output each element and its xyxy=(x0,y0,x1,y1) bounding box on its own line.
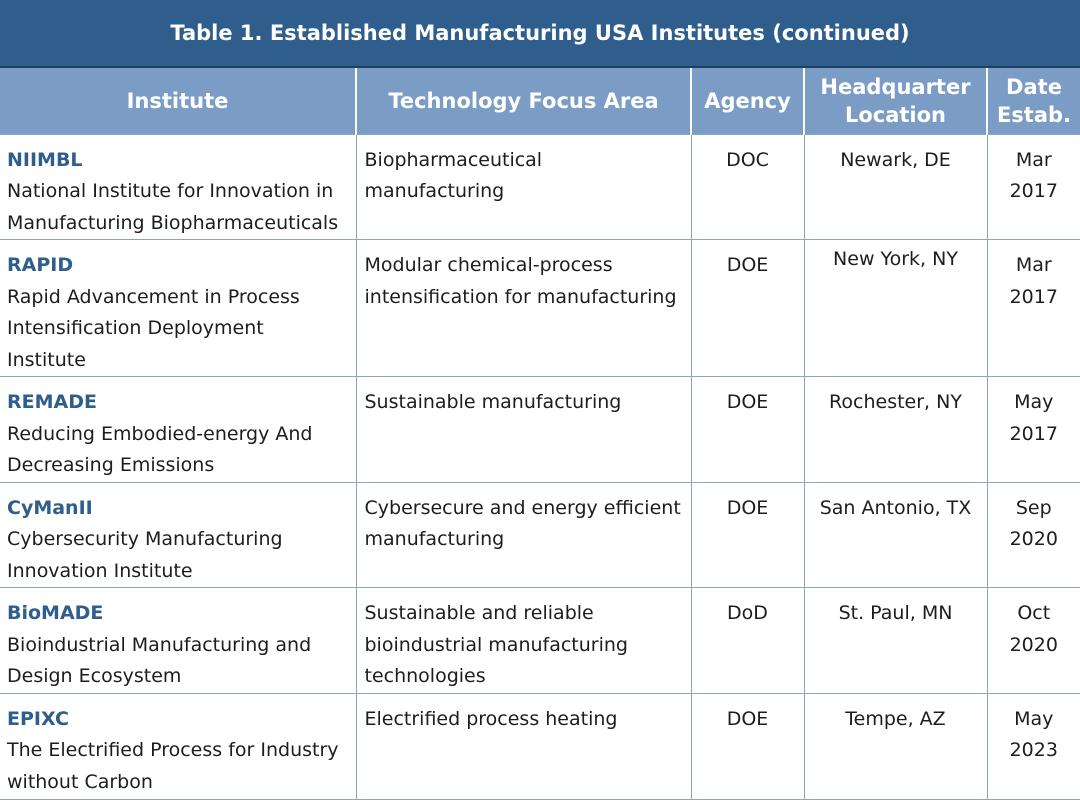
header-row: Institute Technology Focus Area Agency H… xyxy=(0,68,1080,134)
header-agency: Agency xyxy=(690,68,804,134)
table-row: REMADE Reducing Embodied-energy And Decr… xyxy=(0,376,1080,483)
header-institute: Institute xyxy=(0,68,356,134)
date-month: Mar xyxy=(1015,254,1052,276)
table-row: NIIMBL National Institute for Innovation… xyxy=(0,133,1080,240)
institute-cell: RAPID Rapid Advancement in Process Inten… xyxy=(0,239,357,377)
date-month: Oct xyxy=(1017,602,1051,624)
institute-name: Bioindustrial Manufacturing and Design E… xyxy=(7,633,312,688)
institute-cell: EPIXC The Electrified Process for Indust… xyxy=(0,692,357,800)
date-cell: Mar 2017 xyxy=(986,133,1080,240)
institute-cell: REMADE Reducing Embodied-energy And Decr… xyxy=(0,376,357,483)
institute-name: The Electrified Process for Industry wit… xyxy=(7,739,339,793)
header-date-established: Date Estab. xyxy=(986,68,1080,134)
date-year: 2020 xyxy=(1009,528,1058,550)
institute-name: National Institute for Innovation in Man… xyxy=(7,180,339,234)
header-hq-location: Headquarter Location xyxy=(803,68,987,134)
agency-cell: DOE xyxy=(690,692,805,800)
institute-name: Cybersecurity Manufacturing Innovation I… xyxy=(7,528,283,582)
date-cell: May 2017 xyxy=(986,376,1080,483)
date-year: 2023 xyxy=(1009,739,1058,761)
agency-cell: DoD xyxy=(690,587,805,694)
institute-name: Rapid Advancement in Process Intensifica… xyxy=(7,285,300,371)
institute-cell: NIIMBL National Institute for Innovation… xyxy=(0,133,357,240)
location-cell: New York, NY xyxy=(803,239,988,377)
date-year: 2017 xyxy=(1009,180,1058,202)
institute-name: Reducing Embodied-energy And Decreasing … xyxy=(7,422,313,477)
date-cell: Mar 2017 xyxy=(986,239,1080,377)
table-row: EPIXC The Electrified Process for Indust… xyxy=(0,692,1080,800)
institute-abbr: REMADE xyxy=(7,391,97,413)
location-cell: Tempe, AZ xyxy=(803,692,988,800)
focus-cell: Cybersecure and energy efficient manufac… xyxy=(355,481,692,588)
agency-cell: DOC xyxy=(690,133,805,240)
header-date-line1: Date xyxy=(1006,74,1062,99)
location-cell: St. Paul, MN xyxy=(803,587,988,694)
table-title: Table 1. Established Manufacturing USA I… xyxy=(0,0,1080,68)
date-year: 2020 xyxy=(1009,633,1058,656)
institute-cell: BioMADE Bioindustrial Manufacturing and … xyxy=(0,587,357,694)
date-month: Mar xyxy=(1015,148,1052,171)
institute-cell: CyManII Cybersecurity Manufacturing Inno… xyxy=(0,481,357,588)
focus-cell: Sustainable and reliable bioindustrial m… xyxy=(355,587,692,694)
date-year: 2017 xyxy=(1009,285,1058,308)
institute-abbr: RAPID xyxy=(7,254,74,276)
focus-cell: Electrified process heating xyxy=(355,692,692,800)
agency-cell: DOE xyxy=(690,376,805,483)
header-date-line2: Estab. xyxy=(996,102,1072,127)
date-cell: Sep 2020 xyxy=(986,481,1080,588)
location-cell: San Antonio, TX xyxy=(803,481,988,588)
date-cell: Oct 2020 xyxy=(986,587,1080,694)
institutes-table: Institute Technology Focus Area Agency H… xyxy=(0,68,1080,800)
institute-abbr: EPIXC xyxy=(7,707,69,730)
date-month: May xyxy=(1014,707,1054,730)
date-month: May xyxy=(1014,391,1054,413)
institute-abbr: BioMADE xyxy=(7,602,104,624)
table-row: CyManII Cybersecurity Manufacturing Inno… xyxy=(0,481,1080,588)
focus-cell: Biopharmaceutical manufacturing xyxy=(355,133,692,240)
focus-cell: Sustainable manufacturing xyxy=(355,376,692,483)
focus-cell: Modular chemical-process intensification… xyxy=(355,239,692,377)
header-hq-line1: Headquarter xyxy=(820,74,971,99)
date-cell: May 2023 xyxy=(986,692,1080,800)
location-cell: Rochester, NY xyxy=(803,376,988,483)
agency-cell: DOE xyxy=(690,239,805,377)
date-year: 2017 xyxy=(1009,422,1058,445)
location-cell: Newark, DE xyxy=(803,133,988,240)
institute-abbr: CyManII xyxy=(7,496,93,519)
date-month: Sep xyxy=(1015,496,1052,519)
table-row: BioMADE Bioindustrial Manufacturing and … xyxy=(0,587,1080,694)
header-focus-area: Technology Focus Area xyxy=(355,68,691,134)
institute-abbr: NIIMBL xyxy=(7,148,83,171)
table-row: RAPID Rapid Advancement in Process Inten… xyxy=(0,239,1080,377)
header-hq-line2: Location xyxy=(844,102,947,127)
agency-cell: DOE xyxy=(690,481,805,588)
